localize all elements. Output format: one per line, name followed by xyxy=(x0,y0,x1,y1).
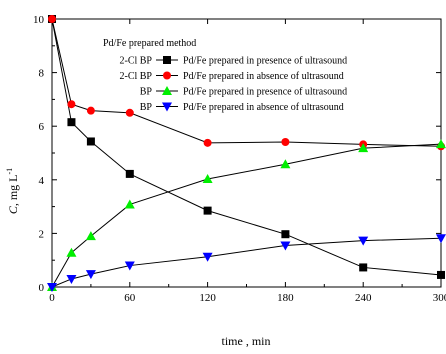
legend-entry-label: Pd/Fe prepared in absence of ultrasound xyxy=(183,71,344,82)
y-tick-label: 6 xyxy=(39,121,45,133)
data-point xyxy=(85,231,96,241)
legend-marker xyxy=(162,102,172,112)
data-point xyxy=(124,261,135,271)
x-tick-label: 0 xyxy=(49,292,55,304)
x-tick-label: 180 xyxy=(277,292,294,304)
data-point xyxy=(436,139,446,149)
axis-tick-labels: 0 60 120 180 240 300 0 2 4 6 8 10 xyxy=(33,14,446,304)
legend-marker xyxy=(162,86,172,95)
data-point xyxy=(358,236,369,246)
legend-marker xyxy=(163,56,171,64)
y-tick-label: 4 xyxy=(39,175,45,187)
data-point xyxy=(67,100,76,109)
data-point xyxy=(203,206,212,215)
series-3 xyxy=(47,139,446,291)
data-point xyxy=(281,230,290,239)
data-point xyxy=(67,118,76,127)
x-tick-label: 120 xyxy=(199,292,216,304)
data-point xyxy=(436,234,446,244)
legend-group-label: 2-Cl BP xyxy=(119,71,152,82)
data-point xyxy=(86,137,95,146)
series-4 xyxy=(47,234,446,292)
legend-group-label: 2-Cl BP xyxy=(119,56,152,67)
data-point xyxy=(47,283,57,292)
y-tick-label: 0 xyxy=(39,282,45,294)
series-line xyxy=(51,237,442,288)
x-axis-title: time , min xyxy=(222,334,271,348)
legend-entry-label: Pd/Fe prepared in presence of ultrasound xyxy=(183,87,347,98)
data-point xyxy=(66,274,77,284)
series-2 xyxy=(48,15,445,151)
data-point xyxy=(66,247,77,257)
data-point xyxy=(86,106,95,115)
legend: Pd/Fe prepared method 2-Cl BP Pd/Fe prepar… xyxy=(103,38,347,113)
y-tick-label: 8 xyxy=(39,68,45,80)
data-point xyxy=(280,241,291,251)
y-axis-title-exponent: -1 xyxy=(5,168,14,175)
data-point xyxy=(125,169,134,178)
data-point xyxy=(125,108,134,117)
legend-entry-label: Pd/Fe prepared in presence of ultrasound xyxy=(183,56,347,67)
legend-group-label: BP xyxy=(140,87,153,98)
legend-marker xyxy=(163,71,171,80)
x-tick-label: 240 xyxy=(355,292,372,304)
data-point xyxy=(359,263,368,272)
data-point xyxy=(124,199,135,209)
y-tick-label: 2 xyxy=(39,228,45,240)
data-point xyxy=(280,159,291,169)
data-point xyxy=(437,270,445,279)
y-tick-label: 10 xyxy=(33,14,45,26)
legend-title: Pd/Fe prepared method xyxy=(103,38,196,49)
data-point xyxy=(48,15,56,23)
series-layer xyxy=(47,15,446,292)
data-point xyxy=(203,138,212,147)
data-point xyxy=(281,138,290,147)
data-point xyxy=(358,143,369,153)
data-point xyxy=(202,173,213,183)
y-axis-title-symbol: C xyxy=(6,205,20,214)
series-line xyxy=(51,143,442,288)
data-point xyxy=(85,270,96,280)
x-tick-label: 300 xyxy=(433,292,446,304)
x-tick-label: 60 xyxy=(124,292,136,304)
data-point xyxy=(202,252,213,262)
legend-group-label: BP xyxy=(140,102,153,113)
y-axis-title-unit: , mg L xyxy=(6,174,20,206)
legend-entry-label: Pd/Fe prepared in absence of ultrasound xyxy=(183,102,344,113)
y-axis-title: C, mg L-1 xyxy=(5,168,20,214)
